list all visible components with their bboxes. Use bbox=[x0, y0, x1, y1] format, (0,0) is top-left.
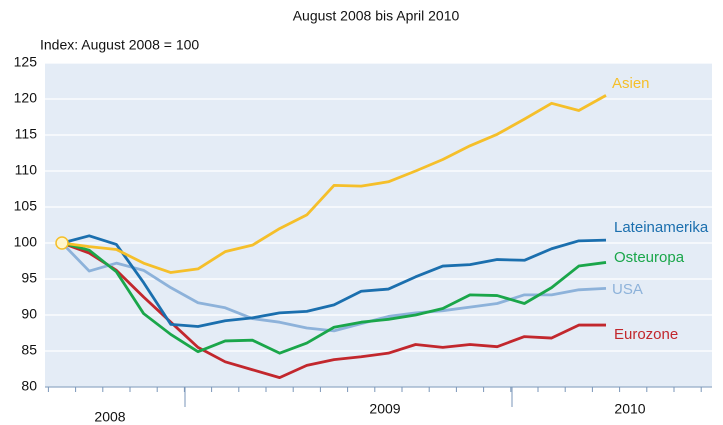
y-tick-label: 85 bbox=[21, 342, 37, 358]
y-tick-label: 90 bbox=[21, 306, 37, 322]
series-line bbox=[61, 241, 607, 355]
y-tick-label: 80 bbox=[21, 378, 37, 394]
y-tick-label: 100 bbox=[14, 234, 38, 250]
series-line bbox=[61, 234, 607, 328]
series-line bbox=[61, 94, 607, 274]
series-label: Asien bbox=[612, 75, 650, 92]
series-label: Osteuropa bbox=[614, 249, 685, 266]
y-tick-label: 115 bbox=[15, 126, 38, 142]
y-tick-label: 120 bbox=[14, 90, 38, 106]
y-tick-label: 125 bbox=[14, 54, 38, 70]
chart-subtitle: Index: August 2008 = 100 bbox=[40, 37, 199, 53]
plot-area bbox=[45, 63, 712, 387]
y-tick-label: 105 bbox=[14, 198, 38, 214]
series-line bbox=[60, 242, 607, 333]
x-year-label: 2009 bbox=[369, 401, 400, 417]
x-year-label: 2010 bbox=[614, 401, 645, 417]
series-label: Lateinamerika bbox=[614, 219, 709, 236]
y-tick-label: 95 bbox=[21, 270, 37, 286]
series-line bbox=[61, 241, 606, 380]
series-label: USA bbox=[612, 281, 643, 298]
series-label: Eurozone bbox=[614, 326, 678, 343]
start-marker bbox=[55, 236, 69, 250]
x-year-label: 2008 bbox=[94, 409, 125, 425]
chart-title: August 2008 bis April 2010 bbox=[293, 8, 460, 24]
y-tick-label: 110 bbox=[15, 162, 38, 178]
